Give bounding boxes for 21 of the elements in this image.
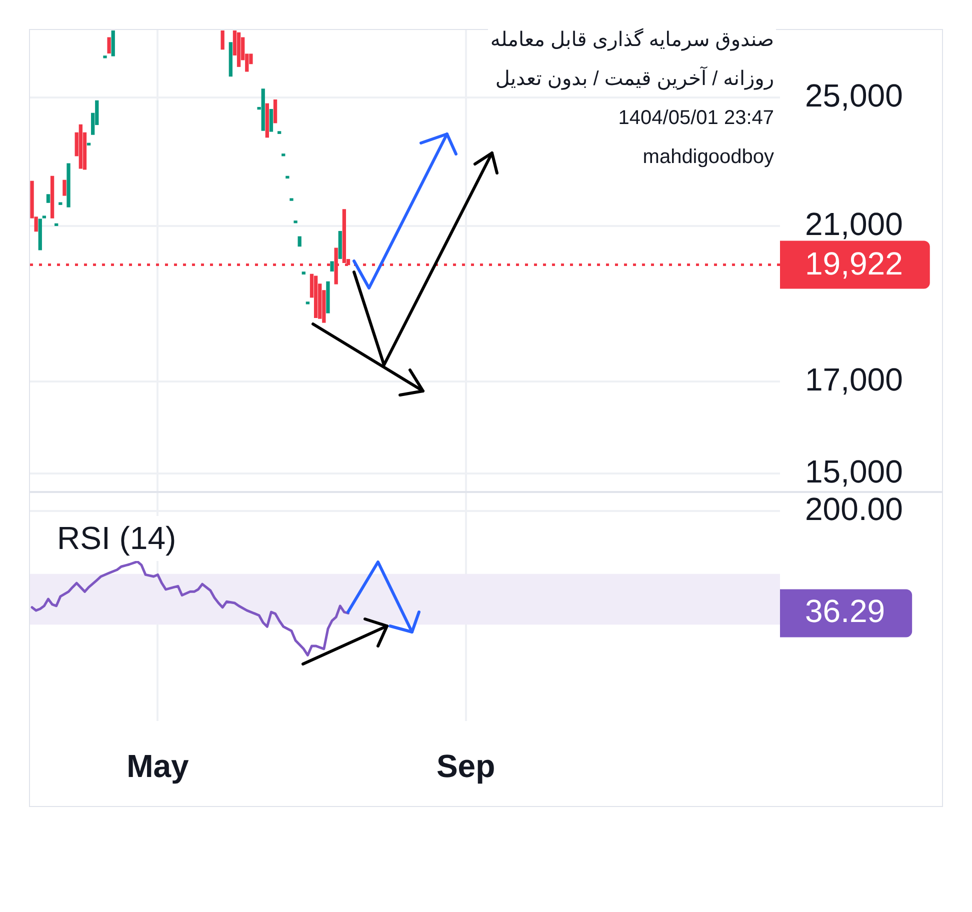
chart-title: صندوق سرمایه گذاری قابل معامله bbox=[488, 26, 776, 54]
candlestick bbox=[273, 99, 278, 124]
x-tick-label: May bbox=[126, 748, 190, 784]
annotation: mahdigoodboy bbox=[640, 143, 776, 171]
candlestick bbox=[220, 30, 224, 50]
y-tick-label: 25,000 bbox=[805, 78, 903, 114]
y-tick-label: 21,000 bbox=[805, 206, 903, 242]
y-tick-label: 200.00 bbox=[805, 490, 903, 527]
y-tick-label: 36.29 bbox=[805, 593, 886, 630]
text: RSI (14) bbox=[55, 516, 178, 561]
ref-line-label: 19,922 bbox=[805, 246, 903, 282]
text: روزانه / آخرین قیمت / بدون تعدیل bbox=[493, 65, 776, 93]
candlestick bbox=[269, 108, 274, 132]
y-tick-label: 15,000 bbox=[805, 453, 903, 490]
candlestick bbox=[62, 180, 66, 196]
x-tick-label: Sep bbox=[436, 748, 496, 784]
candlestick bbox=[330, 261, 334, 272]
annotation: 1404/05/01 23:47 bbox=[616, 104, 776, 132]
candlestick bbox=[107, 37, 111, 54]
candlestick bbox=[298, 236, 302, 247]
y-tick-label: 17,000 bbox=[805, 361, 903, 398]
